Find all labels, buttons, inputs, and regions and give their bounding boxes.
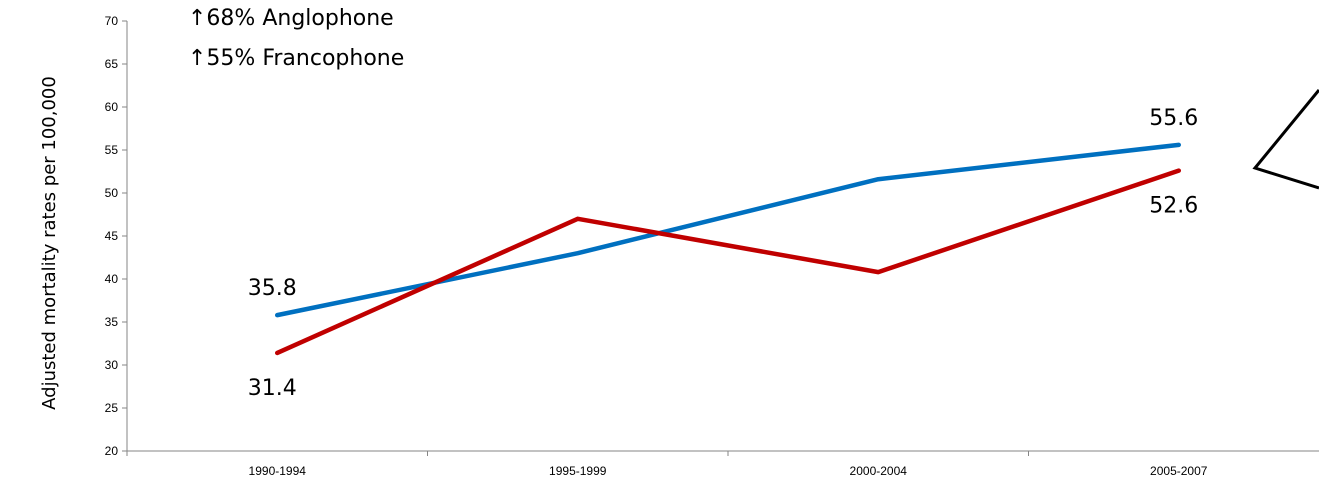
y-tick-label: 25: [105, 401, 119, 415]
annotation-anglophone: ↑68% Anglophone: [188, 6, 394, 31]
data-label: 35.8: [248, 276, 297, 301]
data-label: 52.6: [1149, 194, 1198, 219]
chart-series: [275, 142, 1181, 356]
data-labels: 35.8 55.6 31.4 52.6: [248, 106, 1198, 401]
x-tick-label: 2000-2004: [850, 464, 908, 478]
series-line-1: [275, 142, 1181, 318]
y-tick-label: 40: [105, 272, 119, 286]
y-axis-title: Adjusted mortality rates per 100,000: [39, 76, 60, 410]
x-axis-ticks: 1990-1994 1995-1999 2000-2004 2005-2007: [126, 451, 1208, 478]
x-tick-label: 2005-2007: [1150, 464, 1208, 478]
data-label: 31.4: [248, 376, 297, 401]
y-tick-label: 45: [105, 229, 119, 243]
y-tick-label: 55: [105, 143, 119, 157]
y-tick-label: 60: [105, 100, 119, 114]
chart-axes: [126, 21, 1319, 452]
y-tick-label: 50: [105, 186, 119, 200]
y-axis-ticks: 20 25 30 35 40 45 50 55 60 65 70: [105, 14, 127, 458]
annotation-francophone: ↑55% Francophone: [188, 46, 405, 71]
callout-pointer: [1252, 89, 1319, 190]
x-tick-label: 1995-1999: [549, 464, 607, 478]
y-tick-label: 20: [105, 444, 119, 458]
y-tick-label: 70: [105, 14, 119, 28]
data-label: 55.6: [1149, 106, 1198, 131]
x-tick-label: 1990-1994: [249, 464, 307, 478]
series-line-2: [275, 168, 1181, 356]
y-tick-label: 30: [105, 358, 119, 372]
y-tick-label: 35: [105, 315, 119, 329]
y-tick-label: 65: [105, 57, 119, 71]
